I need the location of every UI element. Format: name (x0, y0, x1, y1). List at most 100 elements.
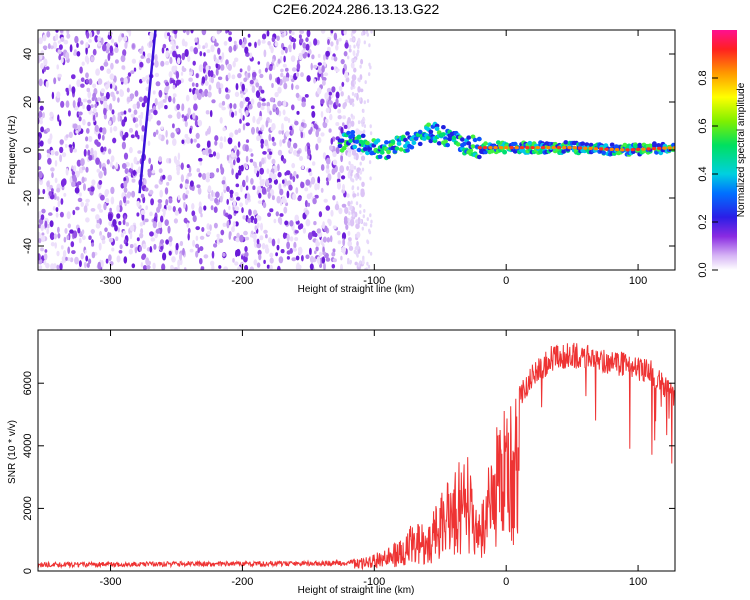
spectrogram-noise-mark (158, 133, 162, 140)
x-tick-label: 0 (503, 275, 509, 287)
spectrogram-peak-mark (672, 146, 675, 150)
spectrogram-noise-mark (315, 143, 319, 151)
spectrogram-noise-mark (335, 44, 339, 51)
spectrogram-noise-mark (60, 198, 64, 205)
spectrogram-noise-mark (38, 265, 43, 270)
spectrogram-noise-mark (296, 63, 301, 71)
spectrogram-noise-mark (164, 105, 168, 110)
spectrogram-noise-mark (357, 45, 360, 49)
spectrogram-noise-mark (140, 55, 145, 59)
spectrogram-noise-mark (277, 86, 282, 94)
spectrogram-noise-mark (269, 189, 275, 197)
spectrogram-noise-mark (139, 232, 144, 239)
spectrogram-noise-mark (168, 250, 172, 256)
spectrogram-noise-mark (255, 82, 260, 88)
spectrogram-noise-mark (59, 139, 64, 145)
spectrogram-noise-mark (271, 158, 276, 165)
spectrogram-noise-mark (176, 165, 181, 172)
spectrogram-noise-mark (332, 248, 336, 253)
spectrogram-noise-mark (100, 234, 103, 240)
spectrogram-noise-mark (202, 45, 206, 50)
spectrogram-noise-mark (87, 187, 92, 192)
spectrogram-noise-mark (108, 120, 112, 126)
spectrogram-noise-mark (172, 93, 177, 98)
spectrogram-noise-mark (239, 100, 244, 109)
spectrogram-noise-mark (237, 141, 241, 148)
spectrogram-noise-mark (334, 203, 340, 211)
spectrogram-signal-mark (337, 143, 343, 149)
spectrogram-noise-mark (228, 205, 231, 211)
spectrogram-noise-mark (273, 218, 277, 224)
spectrogram-noise-mark (124, 215, 127, 220)
spectrogram-signal-mark (346, 130, 351, 136)
spectrogram-noise-mark (161, 208, 167, 213)
spectrogram-noise-mark (354, 211, 358, 218)
spectrogram-noise-mark (279, 213, 284, 217)
spectrogram-noise-mark (117, 115, 121, 122)
spectrogram-noise-mark (336, 230, 341, 236)
spectrogram-noise-mark (200, 213, 203, 218)
spectrogram-noise-mark (352, 193, 357, 198)
spectrogram-noise-mark (97, 78, 103, 85)
spectrogram-noise-mark (332, 258, 337, 263)
spectrogram-noise-mark (187, 227, 191, 234)
spectrogram-noise-mark (120, 232, 124, 238)
spectrogram-noise-mark (57, 49, 62, 55)
spectrogram-noise-mark (244, 236, 250, 241)
spectrogram-noise-mark (80, 252, 84, 260)
spectrogram-noise-mark (47, 43, 51, 50)
spectrogram-noise-mark (51, 188, 54, 192)
colorbar-tick-label: 0.8 (697, 70, 709, 85)
spectrogram-noise-mark (234, 110, 238, 116)
spectrogram-noise-mark (317, 258, 321, 265)
spectrogram-noise-mark (315, 239, 319, 247)
spectrogram-noise-mark (53, 77, 57, 85)
spectrogram-noise-mark (295, 84, 300, 90)
spectrogram-peak-mark (514, 146, 519, 150)
spectrogram-noise-mark (260, 222, 263, 231)
spectrogram-noise-mark (85, 78, 89, 84)
spectrogram-noise-mark (257, 200, 263, 205)
spectrogram-peak-mark (662, 146, 667, 150)
spectrogram-noise-mark (321, 256, 326, 264)
spectrogram-noise-mark (325, 177, 329, 182)
spectrogram-noise-mark (92, 48, 97, 56)
spectrogram-noise-mark (195, 235, 199, 241)
spectrogram-noise-mark (364, 80, 367, 85)
spectrogram-noise-mark (209, 224, 212, 232)
spectrogram-noise-mark (38, 37, 43, 45)
spectrogram-noise-mark (123, 180, 128, 189)
spectrogram-noise-mark (240, 184, 243, 193)
y-tick-label: -40 (22, 238, 34, 254)
spectrogram-noise-mark (351, 149, 357, 156)
spectrogram-noise-mark (215, 62, 219, 69)
spectrogram-noise-mark (260, 142, 264, 149)
spectrogram-noise-mark (66, 211, 71, 220)
spectrogram-noise-mark (263, 259, 266, 264)
spectrogram-noise-mark (122, 134, 126, 141)
spectrogram-noise-mark (272, 141, 277, 147)
spectrogram-noise-mark (180, 174, 184, 183)
spectrogram-noise-mark (111, 81, 116, 89)
spectrogram-noise-mark (38, 136, 41, 144)
spectrogram-noise-mark (106, 159, 110, 165)
spectrogram-noise-mark (168, 236, 173, 243)
spectrogram-noise-mark (149, 231, 154, 237)
spectrogram-noise-mark (207, 185, 212, 193)
spectrogram-noise-mark (304, 94, 309, 98)
spectrogram-noise-mark (213, 222, 218, 229)
spectrogram-noise-mark (85, 144, 89, 149)
spectrogram-noise-mark (134, 245, 138, 254)
spectrogram-noise-mark (104, 227, 108, 232)
spectrogram-noise-mark (220, 167, 225, 175)
spectrogram-noise-mark (38, 78, 43, 87)
y-tick-label: 0 (22, 568, 34, 574)
spectrogram-noise-mark (145, 75, 149, 80)
spectrogram-noise-mark (261, 98, 266, 102)
spectrogram-noise-mark (109, 103, 113, 111)
spectrogram-noise-mark (286, 190, 290, 199)
spectrogram-noise-mark (271, 195, 275, 201)
spectrogram-noise-mark (368, 160, 372, 165)
spectrogram-noise-mark (73, 148, 77, 153)
spectrogram-noise-mark (109, 73, 115, 80)
